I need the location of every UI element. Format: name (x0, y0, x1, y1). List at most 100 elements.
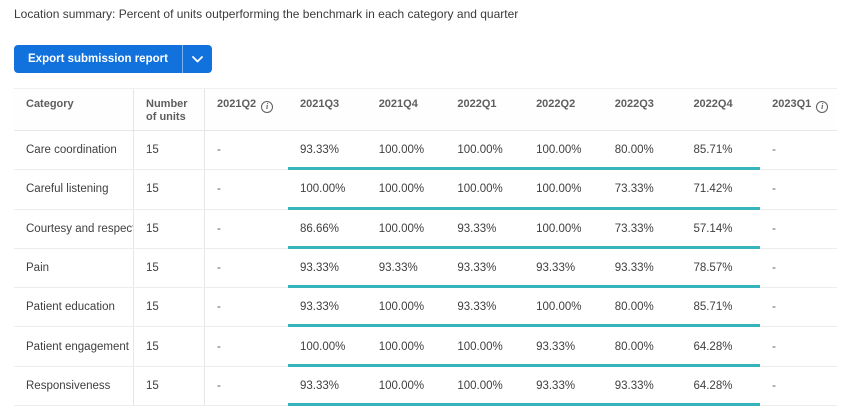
value-cell-2022q3: 73.33% (614, 222, 654, 235)
value-cell-2022q4: 64.28% (693, 340, 733, 353)
value-cell-2022q4: 85.71% (693, 301, 733, 314)
category-cell: Patient engagement (26, 340, 129, 353)
table-row-patient-engagement: Patient engagement 15-100.00% 100.00% 100.0… (14, 327, 837, 367)
value-cell-2023q1: - (772, 379, 776, 392)
table-row-courtesy-and-respect: Courtesy and respect 15-86.66% 100.00% 93.3… (14, 209, 837, 249)
value-cell-2022q3: 93.33% (614, 379, 654, 392)
value-cell-2021q4: 100.00% (378, 301, 425, 314)
column-header-label: 2022Q4 (693, 98, 733, 110)
benchmark-highlight-bar (288, 403, 761, 407)
value-cell-2022q1: 100.00% (457, 183, 503, 196)
value-cell-2021q2: - (217, 222, 221, 235)
export-split-button: Export submission report (14, 45, 212, 73)
value-cell-2023q1: - (772, 340, 776, 353)
column-header-label: 2022Q3 (614, 98, 654, 110)
value-cell-2022q1: 100.00% (457, 340, 503, 353)
value-cell-2022q2: 93.33% (536, 340, 576, 353)
category-cell: Responsiveness (26, 379, 111, 392)
value-cell-2021q2: - (217, 340, 221, 353)
value-cell-2023q1: - (772, 222, 776, 235)
value-cell-2021q2: - (217, 144, 221, 157)
category-cell: Patient education (26, 301, 115, 314)
value-cell-2023q1: - (772, 262, 776, 275)
category-cell: Pain (26, 262, 50, 275)
value-cell-2021q3: 93.33% (300, 144, 340, 157)
units-cell: 15 (133, 366, 205, 406)
value-cell-2021q3: 93.33% (300, 262, 340, 275)
info-circle-icon[interactable]: i (816, 100, 829, 113)
column-header-2022q3: 2022Q3 (603, 89, 682, 130)
column-header-2021q2: 2021Q2 i (205, 89, 288, 130)
value-cell-2021q3: 100.00% (300, 183, 346, 196)
value-cell-2022q1: 100.00% (457, 144, 503, 157)
value-cell-2021q2: - (217, 262, 221, 275)
value-cell-2021q4: 100.00% (378, 379, 425, 392)
benchmark-highlight-bar (288, 363, 761, 367)
benchmark-highlight-bar (288, 285, 761, 289)
benchmark-highlight-bar (288, 167, 761, 171)
info-circle-icon[interactable]: i (261, 100, 274, 113)
value-cell-2021q4: 100.00% (378, 183, 425, 196)
benchmark-highlight-bar (288, 324, 761, 328)
value-cell-2022q1: 93.33% (457, 222, 497, 235)
units-cell: 15 (133, 248, 205, 288)
table-row-careful-listening: Careful listening 15-100.00% 100.00% 100.00… (14, 170, 837, 210)
units-cell: 15 (133, 327, 205, 366)
value-cell-2023q1: - (772, 183, 776, 196)
value-cell-2021q3: 86.66% (300, 222, 340, 235)
location-summary-table: Category Number of units 2021Q2 i 2021Q3 … (14, 88, 837, 407)
value-cell-2021q3: 93.33% (300, 301, 340, 314)
units-cell: 15 (133, 209, 205, 248)
value-cell-2022q4: 71.42% (693, 183, 733, 196)
column-header-label: 2021Q3 (300, 98, 340, 110)
table-row-responsiveness: Responsiveness 15-93.33% 100.00% 100.00% 93.… (14, 366, 837, 407)
table-row-patient-education: Patient education 15-93.33% 100.00% 93.33% 1… (14, 288, 837, 328)
export-submission-report-button[interactable]: Export submission report (14, 45, 182, 73)
export-options-dropdown-button[interactable] (181, 45, 212, 73)
value-cell-2023q1: - (772, 301, 776, 314)
column-header-label: 2022Q2 (536, 98, 576, 110)
column-header-2022q2: 2022Q2 (524, 89, 603, 130)
category-cell: Careful listening (26, 183, 109, 196)
value-cell-2021q2: - (217, 183, 221, 196)
benchmark-highlight-bar (288, 245, 761, 249)
value-cell-2021q4: 100.00% (378, 222, 425, 235)
table-header-row: Category Number of units 2021Q2 i 2021Q3 … (14, 88, 837, 131)
column-header-2021q4: 2021Q4 (367, 89, 446, 130)
column-header-category: Category (14, 89, 133, 130)
column-header-label: 2022Q1 (457, 98, 497, 110)
benchmark-highlight-bar (288, 206, 761, 210)
units-cell: 15 (133, 131, 205, 170)
category-cell: Courtesy and respect (26, 222, 133, 235)
column-header-number-of-units: Number of units (133, 89, 205, 130)
value-cell-2022q3: 93.33% (614, 262, 654, 275)
value-cell-2022q1: 100.00% (457, 379, 503, 392)
column-header-label: 2021Q2 (217, 98, 257, 110)
chevron-down-icon (192, 55, 203, 63)
value-cell-2022q3: 80.00% (614, 301, 654, 314)
value-cell-2021q2: - (217, 379, 221, 392)
units-cell: 15 (133, 288, 205, 327)
column-header-2022q1: 2022Q1 (445, 89, 524, 130)
value-cell-2022q4: 64.28% (693, 379, 733, 392)
units-cell: 15 (133, 170, 205, 209)
value-cell-2022q2: 100.00% (536, 144, 582, 157)
table-body: Care coordination 15-93.33% 100.00% 100.00%… (14, 131, 837, 407)
value-cell-2022q3: 80.00% (614, 340, 654, 353)
column-header-label: 2023Q1 (772, 98, 812, 110)
value-cell-2022q2: 100.00% (536, 183, 582, 196)
column-header-2021q3: 2021Q3 (288, 89, 367, 130)
table-row-pain: Pain 15-93.33% 93.33% 93.33% 93.33% 93.33% 78.… (14, 248, 837, 289)
value-cell-2021q4: 93.33% (378, 262, 418, 275)
value-cell-2022q2: 93.33% (536, 379, 576, 392)
value-cell-2021q2: - (217, 301, 221, 314)
column-header-2022q4: 2022Q4 (681, 89, 760, 130)
value-cell-2022q4: 85.71% (693, 144, 733, 157)
value-cell-2022q2: 100.00% (536, 222, 582, 235)
value-cell-2022q4: 57.14% (693, 222, 733, 235)
column-header-2023q1: 2023Q1 i (760, 89, 835, 130)
value-cell-2023q1: - (772, 144, 776, 157)
column-header-label: 2021Q4 (378, 98, 418, 110)
value-cell-2021q4: 100.00% (378, 340, 425, 353)
